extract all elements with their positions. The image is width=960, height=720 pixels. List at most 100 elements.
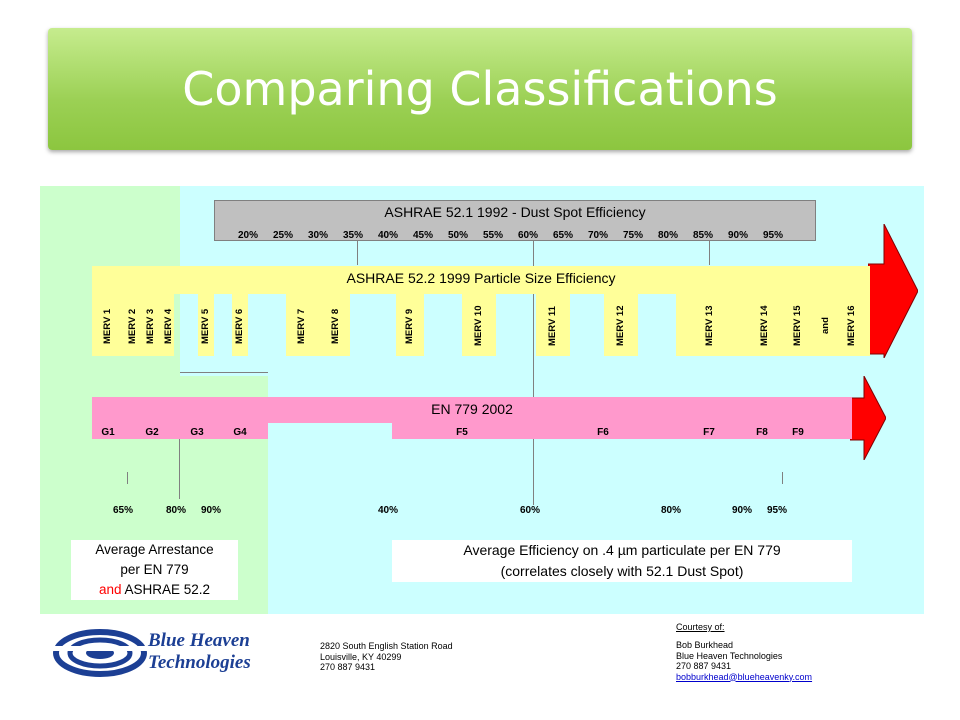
logo-line-1: Blue Heaven <box>148 630 250 651</box>
grade-g1: G1 <box>101 427 115 438</box>
dust-spot-pct: 30% <box>307 230 328 241</box>
merv-5-label: MERV 5 <box>200 308 211 344</box>
contact-line: 270 887 9431 <box>676 661 732 671</box>
merv-group-11 <box>536 294 570 356</box>
merv-group-6 <box>232 294 248 356</box>
guide-line-60 <box>533 241 534 505</box>
efficiency-note-box <box>392 540 852 582</box>
merv-group-10 <box>462 294 496 356</box>
dust-spot-pct: 65% <box>552 230 573 241</box>
address-line: Louisville, KY 40299 <box>320 651 402 662</box>
merv-14-label: MERV 14 <box>759 305 770 347</box>
en779-g-row <box>92 423 268 439</box>
arrestance-note-line1: Average Arrestance <box>95 542 214 557</box>
merv-1-label: MERV 1 <box>102 308 113 344</box>
merv-group-7-8 <box>286 294 350 356</box>
dust-spot-pct: 25% <box>272 230 293 241</box>
ashrae-52-1-title: ASHRAE 52.1 1992 - Dust Spot Efficiency <box>384 204 646 220</box>
contact-email-link[interactable]: bobburkhead@blueheavenky.com <box>676 671 813 682</box>
efficiency-note-line1: Average Efficiency on .4 µm particulate … <box>463 542 781 558</box>
dust-spot-pct: 35% <box>342 230 363 241</box>
merv-8-label: MERV 8 <box>330 308 341 344</box>
classification-diagram: ASHRAE 52.1 1992 - Dust Spot Efficiency … <box>40 186 924 614</box>
grade-f9: F9 <box>792 427 804 438</box>
arrestance-pct-90: 90% <box>201 505 222 516</box>
ashrae-52-2-bar <box>92 266 870 294</box>
en779-arrow <box>850 376 886 460</box>
merv-and-label: and <box>820 317 831 335</box>
merv-10-label: MERV 10 <box>473 305 484 347</box>
slide-title: Comparing Classifications <box>182 62 778 116</box>
en779-bar <box>92 397 852 423</box>
arrestance-note-and: and <box>98 582 122 597</box>
dust-spot-pct: 85% <box>692 230 713 241</box>
efficiency-pct-80: 80% <box>661 505 682 516</box>
dust-spot-pct: 55% <box>482 230 503 241</box>
merv-group-13-16 <box>676 294 870 356</box>
grade-f5: F5 <box>456 427 468 438</box>
en779-title: EN 779 2002 <box>431 401 513 417</box>
grade-f8: F8 <box>756 427 768 438</box>
arrestance-pct-65: 65% <box>113 505 134 516</box>
merv-group-5 <box>198 294 214 356</box>
logo-swirl-icon <box>52 629 152 677</box>
logo-line-2: Technologies <box>148 652 251 673</box>
grade-f7: F7 <box>703 427 715 438</box>
guide-tick-95 <box>782 472 783 484</box>
title-banner <box>48 28 912 150</box>
merv-2-label: MERV 2 <box>127 308 138 344</box>
arrestance-note-line3: and ASHRAE 52.2 <box>71 582 238 597</box>
dust-spot-pct: 60% <box>517 230 538 241</box>
address-line: 2820 South English Station Road <box>320 641 453 651</box>
grade-g2: G2 <box>145 427 159 438</box>
arrestance-note-box <box>71 540 238 600</box>
guide-line-35 <box>357 241 358 265</box>
guide-tick-65 <box>127 472 128 484</box>
efficiency-pct-60: 60% <box>520 505 541 516</box>
guide-line-85 <box>709 241 710 265</box>
merv-group-1-4 <box>92 294 174 356</box>
merv-9-label: MERV 9 <box>404 308 415 344</box>
merv-3-label: MERV 3 <box>145 308 156 344</box>
contact-block: Bob Burkhead Blue Heaven Technologies 27… <box>676 640 812 682</box>
contact-line: Bob Burkhead <box>676 640 734 650</box>
merv-16-label: MERV 16 <box>846 305 857 347</box>
arrestance-note-ashrae: ASHRAE 52.2 <box>124 582 211 597</box>
dust-spot-pct: 90% <box>727 230 748 241</box>
ashrae-52-2-arrow <box>868 224 918 358</box>
merv-group-12 <box>604 294 638 356</box>
company-address: 2820 South English Station Road Louisvil… <box>320 641 453 673</box>
grade-g3: G3 <box>190 427 204 438</box>
efficiency-pct-95: 95% <box>767 505 788 516</box>
ashrae-52-2-title: ASHRAE 52.2 1999 Particle Size Efficienc… <box>346 270 616 286</box>
merv-group-9 <box>396 294 424 356</box>
merv-13-label: MERV 13 <box>704 305 715 347</box>
merv-11-label: MERV 11 <box>547 306 558 346</box>
efficiency-pct-40: 40% <box>378 505 399 516</box>
courtesy-label: Courtesy of: <box>676 622 725 632</box>
efficiency-note-line2: (correlates closely with 52.1 Dust Spot) <box>500 563 744 579</box>
merv-12-label: MERV 12 <box>615 305 626 347</box>
contact-line: Blue Heaven Technologies <box>676 650 783 661</box>
arrestance-pct-80: 80% <box>166 505 187 516</box>
arrestance-note-line2: per EN 779 <box>120 562 189 577</box>
guide-line-80 <box>179 423 180 499</box>
grade-g4: G4 <box>233 427 247 438</box>
dust-spot-pct: 75% <box>622 230 643 241</box>
dust-spot-pct: 45% <box>412 230 433 241</box>
merv-4-label: MERV 4 <box>163 308 174 344</box>
dust-spot-pct: 50% <box>447 230 468 241</box>
merv-7-label: MERV 7 <box>296 308 307 344</box>
grade-f6: F6 <box>597 427 609 438</box>
divider-line <box>180 372 268 373</box>
address-line: 270 887 9431 <box>320 662 376 672</box>
dust-spot-pct: 95% <box>762 230 783 241</box>
merv-6-label: MERV 6 <box>234 308 245 344</box>
dust-spot-pct: 20% <box>237 230 258 241</box>
efficiency-pct-90: 90% <box>732 505 753 516</box>
en779-f-row <box>392 423 852 439</box>
ashrae-52-1-bar <box>214 200 816 241</box>
dust-spot-pct: 80% <box>657 230 678 241</box>
merv-15-label: MERV 15 <box>792 305 803 347</box>
dust-spot-pct: 40% <box>377 230 398 241</box>
